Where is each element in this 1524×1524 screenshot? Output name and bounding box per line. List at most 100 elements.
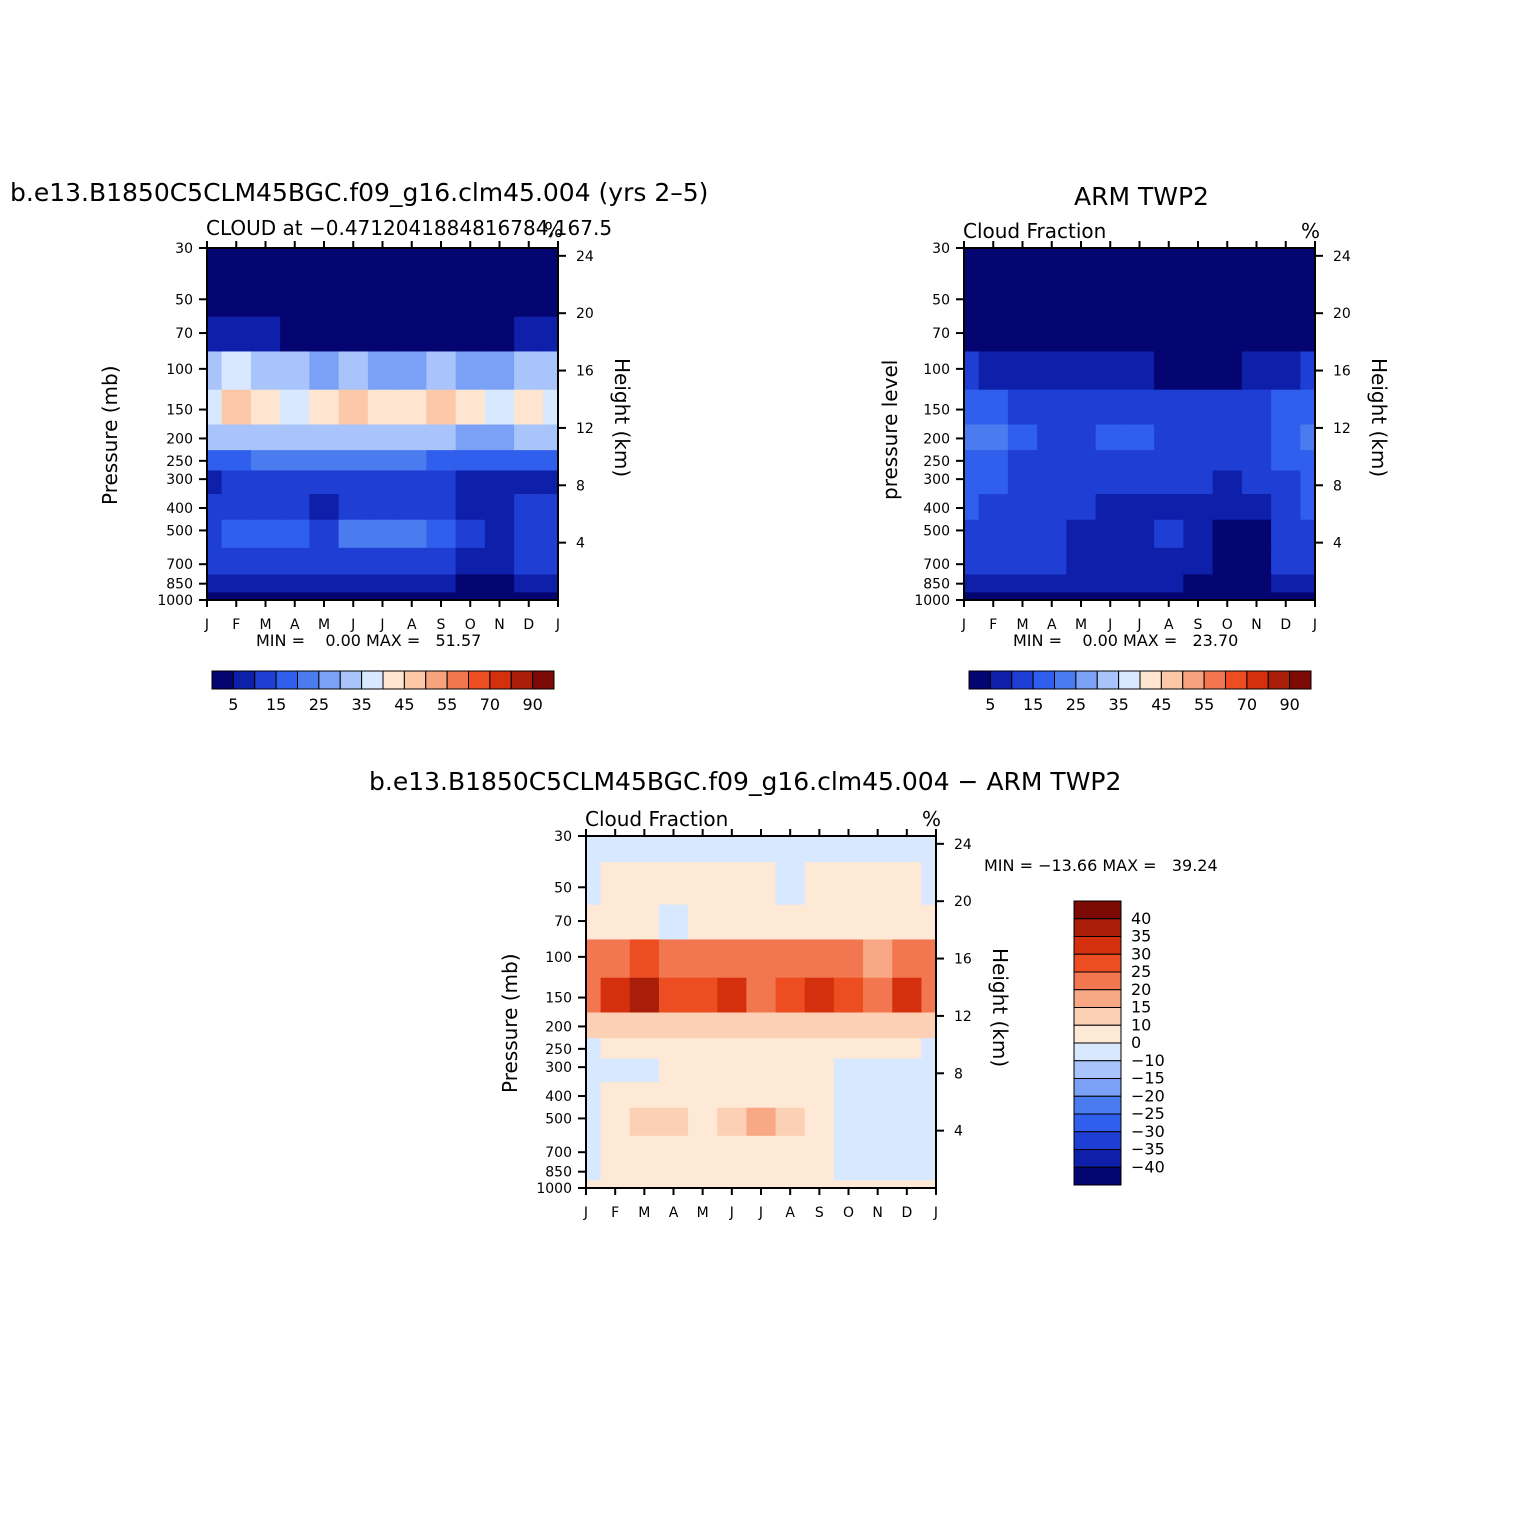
obs-units: % [1301,219,1321,243]
model-cell [367,573,398,593]
diff-cell [746,1037,777,1059]
diff-cell [746,1161,777,1181]
diff-cell [600,904,631,940]
diff-cell [629,1081,660,1108]
obs-cell [1066,389,1097,425]
model-colorbar-swatch [232,670,256,690]
obs-title: ARM TWP2 [1074,182,1209,211]
diff-cell [833,938,864,978]
model-cell [338,469,369,495]
model-title: b.e13.B1850C5CLM45BGC.f09_g16.clm45.004 … [10,178,709,207]
model-cell [397,573,427,593]
model-cell [543,519,559,548]
model-cell [397,248,427,275]
model-colorbar-swatch [211,670,234,690]
model-colorbar-label: 90 [522,695,542,714]
obs-cell [978,449,1009,471]
obs-cell [1154,591,1184,601]
diff-cell [717,1012,747,1039]
model-cell [543,493,559,520]
model-cell [221,449,252,471]
diff-ytick-label: 100 [545,950,572,966]
model-xtick-label: O [465,617,476,633]
diff-cell [586,1135,602,1163]
obs-colorbar-swatch [1182,670,1205,690]
diff-cell [746,938,777,978]
diff-cell [629,836,660,863]
model-cell [514,273,544,317]
diff-minmax: MIN = −13.66 MAX = 39.24 [984,856,1218,875]
panel-obs: J F M A M J J A S O N D J100085070050040030025020015… [914,241,1351,714]
diff-cell [892,861,922,905]
obs-cell [978,493,1009,520]
diff-cell [600,1057,631,1083]
model-cell [338,424,369,451]
model-colorbar-swatch [339,670,363,690]
diff-cell [863,861,893,905]
diff-ytick-label: 500 [545,1111,572,1127]
model-cell [280,519,310,548]
obs-cell [1183,493,1214,520]
obs-cell [1037,547,1067,575]
model-cell [484,469,515,495]
diff-colorbar-swatch [1073,1042,1122,1062]
diff-cell [600,1179,631,1189]
obs-cell [1095,573,1126,593]
diff-cell [629,1107,660,1136]
obs-colorbar-swatch [968,670,991,690]
obs-cell [1154,449,1184,471]
diff-colorbar-label: −20 [1131,1086,1165,1105]
obs-cell [1212,591,1243,601]
obs-cell [1300,350,1316,390]
diff-cell [717,836,747,863]
model-cell [207,389,223,425]
diff-cell [746,1135,777,1163]
diff-cell [629,904,660,940]
model-cell [221,273,252,317]
obs-ytick-label: 1000 [914,593,950,609]
model-cell [514,519,544,548]
obs-cell [1154,273,1184,317]
diff-cell [921,1081,937,1108]
obs-ytick-label: 100 [923,362,950,378]
diff-cell [892,938,922,978]
obs-cell [1124,273,1155,317]
diff-cell [921,1037,937,1059]
diff-cell [804,1107,835,1136]
diff-cell [863,836,893,863]
model-cell [455,449,486,471]
obs-cell [1271,350,1301,390]
model-ytick-label: 200 [166,431,193,447]
model-colorbar-label: 5 [228,695,238,714]
obs-colorbar-swatch [1246,670,1269,690]
model-xtick-label: J [555,617,560,633]
model-cell [280,591,310,601]
model-cell [455,350,486,390]
diff-cell [658,1135,689,1163]
diff-cell [833,1081,864,1108]
obs-cell [1154,547,1184,575]
diff-colorbar-label: 40 [1131,909,1151,928]
diff-cell [833,1161,864,1181]
model-cell [367,350,398,390]
model-colorbar-swatch [489,670,512,690]
model-cell [397,424,427,451]
obs-cell [1212,316,1243,352]
obs-cell [1271,248,1301,275]
model-cell [484,547,515,575]
diff-cell [746,836,777,863]
model-cell [207,519,223,548]
model-cell [250,248,281,275]
obs-xtick-label: M [1016,617,1028,633]
obs-cell [1183,573,1214,593]
diff-cell [804,938,835,978]
diff-colorbar-swatch [1073,1149,1122,1168]
diff-cell [629,861,660,905]
model-cell [426,248,457,275]
diff-right-axis-label: Height (km) [988,948,1012,1068]
obs-cell [1212,248,1243,275]
obs-cell [978,273,1009,317]
model-cell [514,248,544,275]
diff-cell [804,1037,835,1059]
diff-cell [629,1057,660,1083]
